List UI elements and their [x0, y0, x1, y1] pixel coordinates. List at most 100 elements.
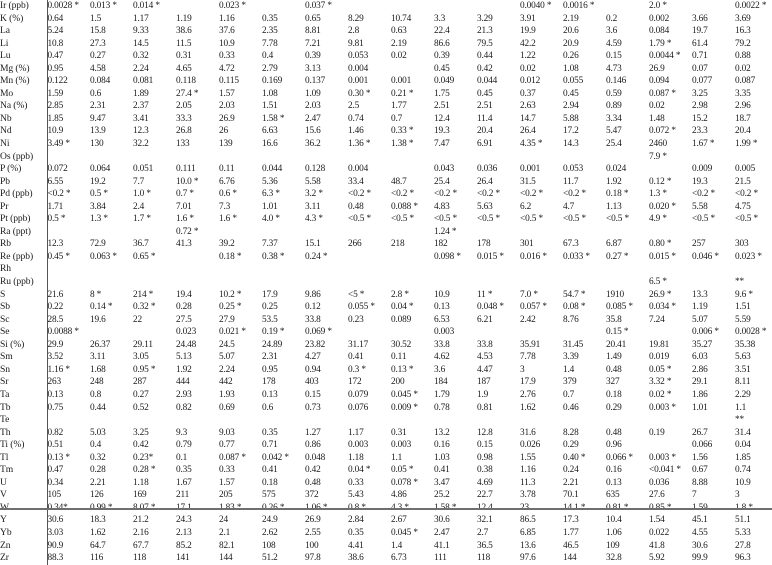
table-cell: 9.6 *: [735, 289, 753, 300]
table-row: Rh: [0, 263, 772, 277]
table-cell: 0.8: [90, 389, 102, 400]
table-cell: [219, 151, 262, 164]
table-cell: 2.03: [305, 101, 321, 112]
table-cell: 9.81: [348, 38, 364, 49]
table-cell: 0.0028 *: [735, 327, 767, 338]
table-cell: 266: [348, 239, 362, 250]
table-cell: 0.0088 *: [47, 327, 79, 338]
table-cell: 1.67 *: [692, 139, 715, 150]
table-cell: 33.8: [477, 339, 493, 350]
table-cell: 42.2: [520, 38, 536, 49]
table-cell: 61.4: [692, 38, 708, 49]
table-cell: 2.63: [520, 101, 536, 112]
table-cell: 13.2: [434, 427, 450, 438]
table-cell: 1.1: [391, 452, 403, 463]
table-cell: 0.04 *: [391, 302, 414, 313]
table-cell: 0.098 *: [434, 251, 461, 262]
table-cell: 82.1: [219, 540, 235, 551]
table-cell: 0.036: [649, 477, 670, 488]
table-cell: 100: [305, 540, 319, 551]
row-label: La: [0, 25, 48, 38]
table-cell: 4.73: [606, 63, 622, 74]
table-bottom-rule: [0, 508, 772, 510]
table-cell: 2.05: [176, 101, 192, 112]
table-cell: 86.6: [434, 38, 450, 49]
table-cell: 26.9: [305, 515, 321, 526]
table-cell: 41.8: [649, 540, 665, 551]
table-cell: 7.9 *: [649, 151, 667, 162]
table-cell: 0.96: [606, 440, 622, 451]
table-cell: [434, 263, 477, 276]
table-cell: 0.0022 *: [735, 1, 767, 11]
table-cell: 0.055: [563, 76, 584, 87]
table-cell: <0.5 *: [606, 214, 629, 225]
table-cell: 20.4: [735, 126, 751, 137]
table-cell: 4.69: [477, 477, 493, 488]
table-cell: 3.6: [434, 364, 446, 375]
table-cell: 6.2: [520, 201, 532, 212]
table-cell: 7: [692, 490, 697, 501]
table-cell: 0.95: [47, 63, 64, 74]
table-cell: 13.9: [90, 126, 106, 137]
table-cell: 27.8: [735, 540, 751, 551]
table-row: Nb 1.85 9.47 3.41 33.3 26.9 1.58 * 2.47 0.74 0.7 1…: [0, 112, 772, 126]
table-cell: 0.081: [133, 76, 154, 87]
table-cell: 20.41: [606, 339, 627, 350]
table-cell: 0.47: [47, 51, 64, 62]
table-cell: [176, 151, 219, 164]
table-cell: 2.76: [520, 389, 536, 400]
table-cell: 0.32: [133, 51, 149, 62]
table-cell: 0.049: [434, 76, 455, 87]
table-cell: 0.33: [348, 477, 364, 488]
table-cell: 4.3 *: [391, 502, 434, 515]
table-cell: 0.077: [692, 76, 713, 87]
table-cell: 17.3: [563, 515, 579, 526]
table-cell: [133, 263, 176, 276]
table-row: Te **: [0, 414, 772, 427]
table-cell: [563, 263, 606, 276]
table-cell: 0.066: [692, 440, 713, 451]
table-cell: 0.51: [47, 440, 64, 451]
table-cell: 0.14 *: [90, 302, 113, 313]
table-cell: 0.64: [47, 13, 64, 24]
table-cell: 2.13: [176, 527, 192, 538]
table-cell: 0.35: [262, 13, 278, 24]
table-cell: 1.01: [692, 402, 708, 413]
table-cell: 11.3: [520, 477, 536, 488]
table-cell: 141: [176, 553, 190, 564]
table-cell: 24.5: [219, 339, 235, 350]
table-row: Ni 3.49 * 130 32.2 133 139 16.6 36.2 1.36 * 1.38 …: [0, 138, 772, 151]
table-cell: [348, 414, 391, 427]
table-cell: [348, 263, 391, 276]
table-cell: 0.65 *: [133, 251, 156, 262]
table-cell: [692, 263, 735, 276]
table-cell: 3.49 *: [47, 139, 70, 150]
table-cell: 182: [434, 239, 448, 250]
table-cell: 70.1: [563, 490, 579, 501]
table-cell: <0.2 *: [520, 189, 543, 200]
table-cell: 1.8 *: [735, 502, 772, 515]
table-cell: 31.4: [735, 427, 751, 438]
table-cell: 7.7: [133, 176, 145, 187]
table-cell: 0.0016 *: [563, 1, 595, 11]
table-cell: 0.81 *: [606, 502, 649, 515]
table-cell: 26.9: [649, 63, 665, 74]
table-cell: 64.7: [90, 540, 106, 551]
table-cell: 32.8: [606, 553, 622, 564]
table-cell: 0.5 *: [47, 214, 66, 225]
table-cell: 0.39: [305, 51, 321, 62]
row-label: Zn: [0, 539, 48, 553]
table-cell: [90, 326, 133, 339]
table-cell: 7.78: [520, 352, 536, 363]
table-cell: 0.037 *: [305, 1, 332, 11]
table-cell: 23.3: [692, 126, 708, 137]
row-label: Sc: [0, 313, 48, 327]
table-cell: <0.5 *: [692, 214, 715, 225]
table-cell: <0.2 *: [391, 189, 414, 200]
table-cell: 327: [606, 377, 620, 388]
table-cell: 0.15: [606, 51, 622, 62]
table-cell: 23.82: [305, 339, 326, 350]
table-cell: 24.3: [176, 515, 192, 526]
table-cell: 0.28 *: [133, 465, 156, 476]
